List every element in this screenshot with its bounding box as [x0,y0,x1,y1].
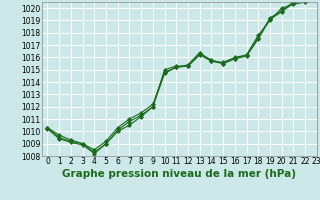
X-axis label: Graphe pression niveau de la mer (hPa): Graphe pression niveau de la mer (hPa) [62,169,296,179]
